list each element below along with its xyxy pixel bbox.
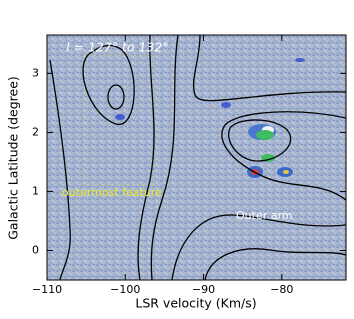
x-tick-label: −100 <box>110 283 140 296</box>
y-axis-label: Galactic Latitude (degree) <box>6 76 21 240</box>
y-tick-label: 1 <box>32 184 39 197</box>
plot-frame <box>46 34 347 281</box>
image-content <box>47 35 346 280</box>
chart-title: l = 127° to 132° <box>66 40 169 55</box>
x-tick-label: −90 <box>192 283 215 296</box>
x-tick-label: −80 <box>270 283 293 296</box>
y-tick-label: 2 <box>32 125 39 138</box>
x-axis-label: LSR velocity (Km/s) <box>135 296 256 311</box>
y-tick-label: 0 <box>32 243 39 256</box>
annotation: outermost feature <box>62 186 162 199</box>
y-tick-label: 3 <box>32 66 39 79</box>
annotation: Outer arm <box>236 209 293 222</box>
x-tick-label: −110 <box>32 283 62 296</box>
